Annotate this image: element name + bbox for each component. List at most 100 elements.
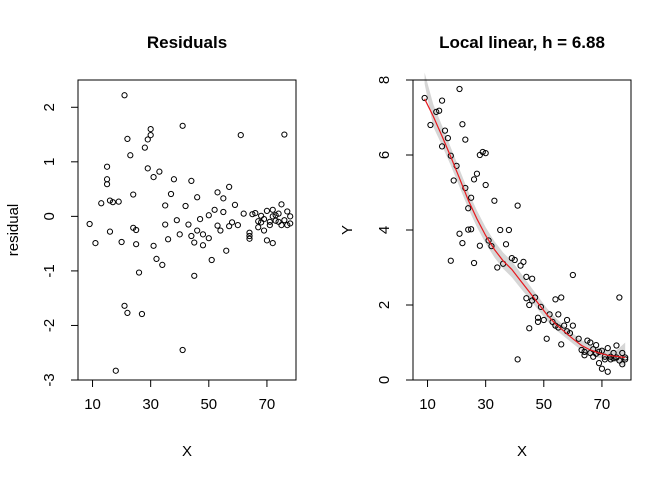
data-point [569,322,576,329]
data-point [447,257,454,264]
data-point [179,122,186,129]
data-point [194,194,201,201]
data-point [141,144,148,151]
data-point [284,208,291,215]
data-point [191,239,198,246]
residuals-title: Residuals [147,33,227,52]
data-point [436,107,443,114]
data-point [278,221,285,229]
data-point [604,368,611,375]
data-point [188,177,195,185]
data-point [468,226,475,233]
local-linear-y-tick-label: 2 [376,301,393,309]
data-point [598,365,606,372]
residuals-y-axis-label: residual [5,204,22,257]
data-point [194,227,201,234]
data-point [581,352,588,359]
local-linear-x-ticks: 10 30 50 70 [419,380,610,413]
data-point [476,151,483,159]
local-linear-x-tick-label: 70 [594,396,611,413]
data-point [112,367,119,374]
data-point [269,206,276,213]
data-point [127,152,134,159]
data-point [433,108,440,115]
data-point [159,261,166,269]
data-point [150,242,157,249]
data-point [144,165,151,172]
data-point [595,360,603,367]
local-linear-x-tick-label: 10 [419,396,436,413]
data-point [240,210,247,217]
data-point [205,212,212,219]
data-point [581,348,588,355]
data-point [587,339,594,346]
data-point [252,209,259,217]
data-point [86,220,93,228]
residuals-plot-frame [77,79,297,381]
data-point [214,189,221,196]
data-point [549,318,556,325]
data-point [456,85,463,93]
data-point [263,207,271,215]
data-point [575,335,582,342]
local-linear-y-axis-label: Y [339,225,356,235]
data-point [144,136,151,143]
data-point [199,231,207,238]
data-point [462,184,469,192]
data-point [616,294,623,301]
data-point [103,163,111,170]
data-point [121,92,128,99]
data-point [514,202,521,209]
residuals-y-tick-label: 1 [41,158,58,166]
residuals-y-tick-label: -1 [41,264,58,277]
data-point [263,237,271,244]
confidence-band-area [424,72,626,367]
data-point [517,262,524,269]
data-point [220,195,227,202]
data-point [260,227,268,234]
residuals-panel: Residuals X residual 10 30 50 70 -3 -2 -1 0 1 2 [5,33,297,460]
data-point [109,199,116,206]
data-point [569,271,576,279]
local-linear-points [421,85,629,375]
data-point [266,221,273,229]
data-point [529,275,536,282]
data-point [468,194,475,201]
data-point [540,316,547,324]
data-point [179,346,186,354]
data-point [205,235,212,242]
confidence-band [424,72,626,367]
local-linear-panel: Local linear, h = 6.88 X Y 10 30 50 70 0 2 4 6… [339,33,632,460]
data-point [258,212,265,219]
data-point [444,135,451,142]
data-point [162,202,169,209]
data-point [534,318,542,325]
data-point [438,143,446,150]
data-point [616,357,623,364]
residuals-x-tick-label: 30 [142,396,159,413]
data-point [266,218,273,225]
data-point [619,349,626,357]
data-point [563,316,571,324]
data-point [156,168,163,175]
data-point [441,127,449,134]
data-point [438,97,446,104]
data-point [514,356,521,363]
data-point [450,177,457,184]
data-point [165,236,172,243]
data-point [287,213,294,220]
data-point [427,121,434,129]
data-point [176,231,183,238]
data-point [133,226,140,234]
data-point [98,200,105,207]
data-point [511,256,518,264]
local-linear-y-tick-label: 0 [376,376,393,384]
data-point [211,206,218,213]
data-point [275,210,282,217]
data-point [249,211,256,218]
data-point [237,131,244,139]
data-point [421,94,428,102]
local-linear-plot-frame [412,79,632,381]
data-point [220,208,227,216]
residuals-y-tick-label: 0 [41,212,58,220]
